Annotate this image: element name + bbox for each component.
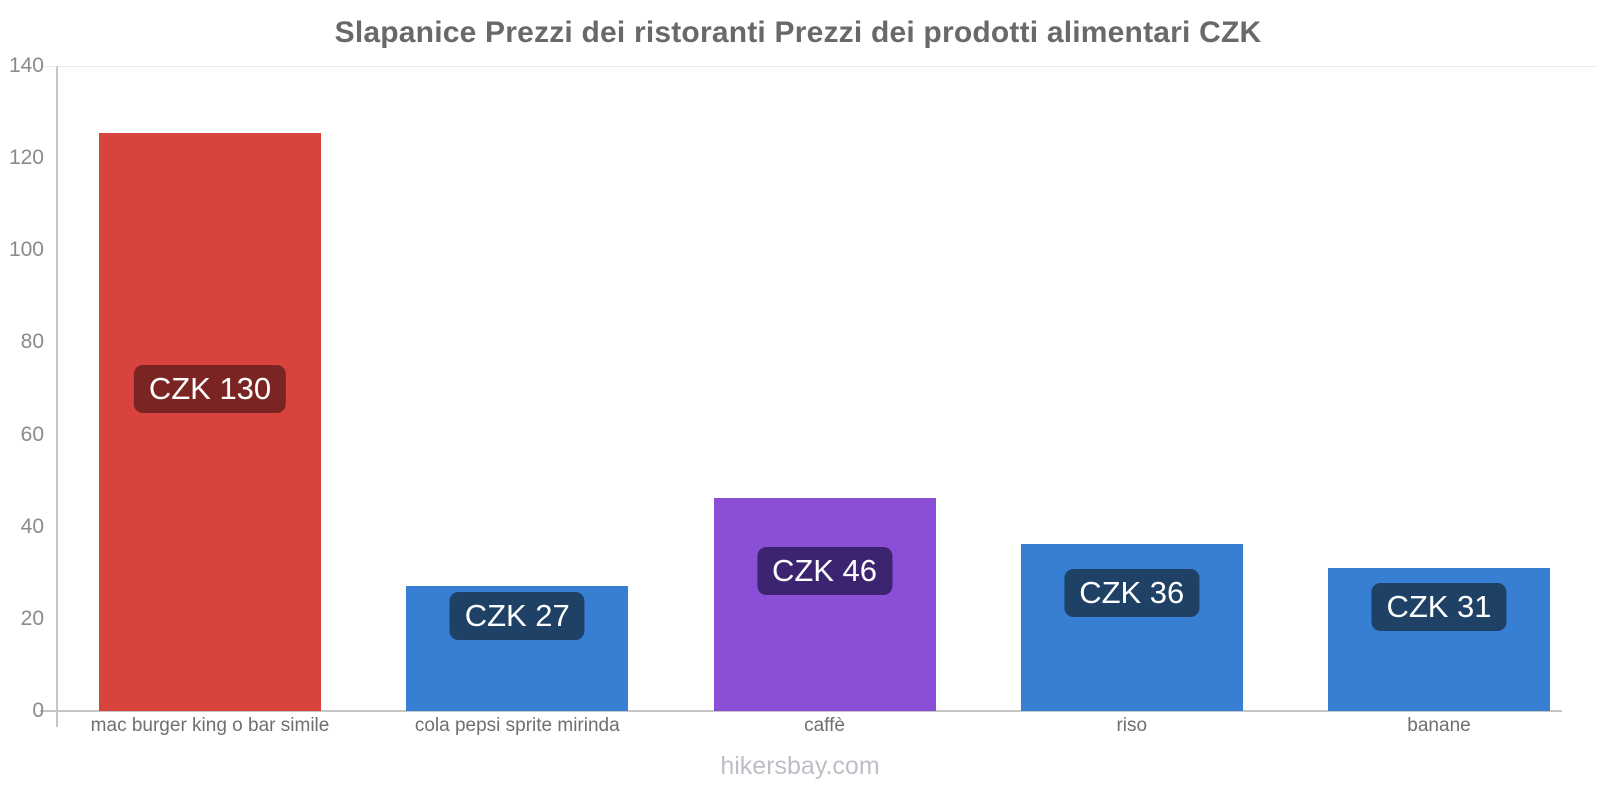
bar-value-label: CZK 46 [756, 547, 893, 596]
y-tick-label: 140 [8, 54, 44, 77]
x-axis-category-label: riso [1116, 715, 1148, 736]
bar-value-label: CZK 36 [1064, 569, 1200, 618]
y-tick-label: 0 [32, 699, 44, 722]
y-tick-label: 80 [20, 330, 44, 354]
y-tick-label: 100 [8, 238, 44, 262]
chart-title: Slapanice Prezzi dei ristoranti Prezzi d… [334, 16, 1262, 49]
gridline-top [42, 66, 1598, 67]
bar-value-label: CZK 27 [449, 592, 585, 641]
x-axis-category-label: cola pepsi sprite mirinda [414, 715, 620, 736]
y-tick-label: 60 [20, 422, 44, 446]
x-axis-category-label: caffè [804, 715, 845, 736]
bar-3 [713, 498, 936, 711]
watermark-text: hikersbay.com [720, 752, 880, 780]
y-tick-label: 40 [20, 514, 44, 538]
y-axis-line [56, 66, 58, 727]
bar-1 [99, 133, 321, 711]
x-axis-category-label: banane [1407, 715, 1471, 736]
x-axis-category-label: mac burger king o bar simile [90, 715, 330, 736]
bar-value-label: CZK 130 [133, 365, 287, 414]
y-tick-label: 20 [20, 606, 44, 630]
bar-value-label: CZK 31 [1371, 583, 1507, 632]
y-tick-label: 120 [8, 146, 44, 170]
x-axis-line [40, 710, 1562, 712]
